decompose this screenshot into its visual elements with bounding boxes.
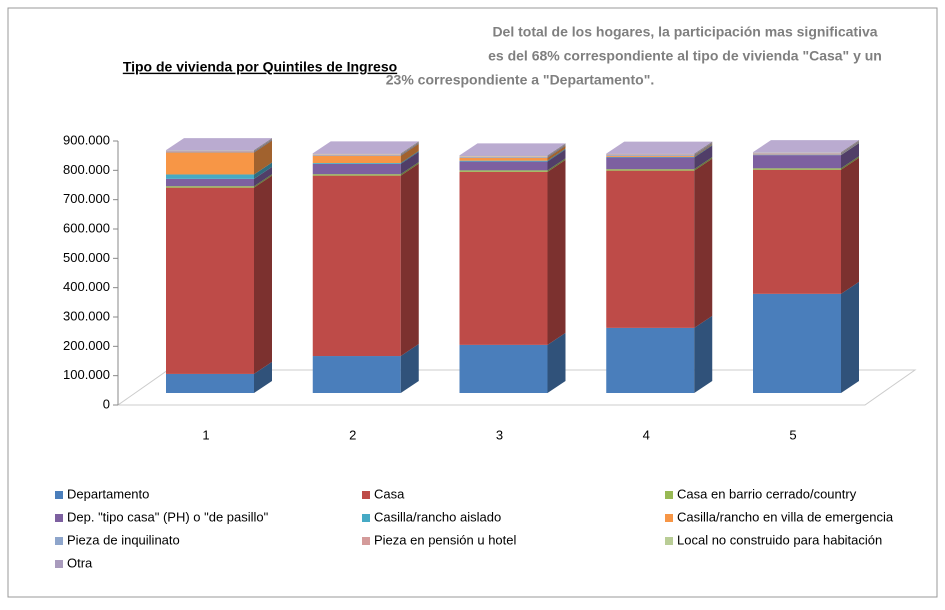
y-tick-label: 200.000 [63,338,110,353]
legend-swatch [362,514,370,522]
bar-front [753,152,841,153]
bar-front [166,151,254,152]
annotation: es del 68% correspondiente al tipo de vi… [488,48,882,64]
x-tick-label: 2 [349,427,356,442]
bar-front [460,158,548,161]
legend-swatch [362,537,370,545]
bar-front [606,156,694,157]
bar-front [166,152,254,174]
bar-front [166,186,254,187]
bar-front [313,156,401,163]
bar-front [460,161,548,162]
y-tick-label: 800.000 [63,162,110,177]
legend-label: Casilla/rancho aislado [374,509,501,524]
bar-front [606,155,694,156]
legend-swatch [55,560,63,568]
bar-front [606,155,694,156]
bar-front [606,157,694,158]
bar-top [166,138,272,150]
annotation: Del total de los hogares, la participaci… [492,24,877,40]
bar-front [753,294,841,393]
bar-front [313,153,401,154]
legend-swatch [665,514,673,522]
bar-side [694,316,712,393]
legend-label: Pieza en pensión u hotel [374,532,516,547]
bar-front [166,174,254,178]
bar-front [753,155,841,168]
bar-front [606,157,694,169]
bar-front [166,374,254,393]
bar-front [460,170,548,171]
bar-front [460,157,548,158]
legend-label: Otra [67,555,93,570]
bar-front [313,174,401,175]
bar-front [460,155,548,156]
x-tick-label: 1 [202,427,209,442]
legend-label: Local no construido para habitación [677,532,882,547]
bar-front [313,163,401,164]
chart-title: Tipo de vivienda por Quintiles de Ingres… [123,59,397,75]
y-tick-label: 600.000 [63,220,110,235]
bar-side [841,158,859,294]
bar-front [166,150,254,151]
y-tick-label: 300.000 [63,308,110,323]
bar-front [606,154,694,155]
y-tick-label: 700.000 [63,191,110,206]
legend-swatch [55,537,63,545]
y-tick-label: 100.000 [63,367,110,382]
bar-front [313,356,401,393]
bar-side [694,159,712,328]
y-tick-label: 400.000 [63,279,110,294]
legend-label: Pieza de inquilinato [67,532,180,547]
bar-front [313,176,401,356]
bar-top [313,141,419,153]
bar-front [606,169,694,170]
legend-label: Casa en barrio cerrado/country [677,486,857,501]
bar-side [548,160,566,345]
x-tick-label: 3 [496,427,503,442]
bar-top [753,140,859,152]
bar-front [313,164,401,174]
bar-front [606,171,694,328]
legend-label: Casilla/rancho en villa de emergencia [677,509,894,524]
x-tick-label: 5 [789,427,796,442]
legend-swatch [55,514,63,522]
bar-front [753,170,841,294]
annotation: 23% correspondiente a "Departamento". [386,72,654,88]
legend-swatch [665,491,673,499]
bar-front [460,172,548,345]
legend-swatch [362,491,370,499]
bar-side [401,164,419,356]
bar-front [753,153,841,154]
bar-side [841,282,859,393]
bar-top [460,143,566,155]
bar-front [313,155,401,156]
bar-front [460,345,548,393]
bar-front [313,154,401,155]
bar-top [606,142,712,154]
bar-side [254,176,272,374]
bar-front [460,162,548,171]
bar-front [753,154,841,155]
legend-label: Departamento [67,486,149,501]
bar-front [606,328,694,393]
legend-label: Dep. "tipo casa" (PH) o "de pasillo" [67,509,269,524]
bar-front [166,179,254,186]
legend-swatch [55,491,63,499]
bar-front [460,156,548,157]
y-tick-label: 500.000 [63,250,110,265]
y-tick-label: 0 [103,396,110,411]
bar-front [753,168,841,169]
y-tick-label: 900.000 [63,132,110,147]
bar-front [166,152,254,153]
x-tick-label: 4 [643,427,650,442]
legend-swatch [665,537,673,545]
bar-front [166,188,254,374]
legend-label: Casa [374,486,405,501]
